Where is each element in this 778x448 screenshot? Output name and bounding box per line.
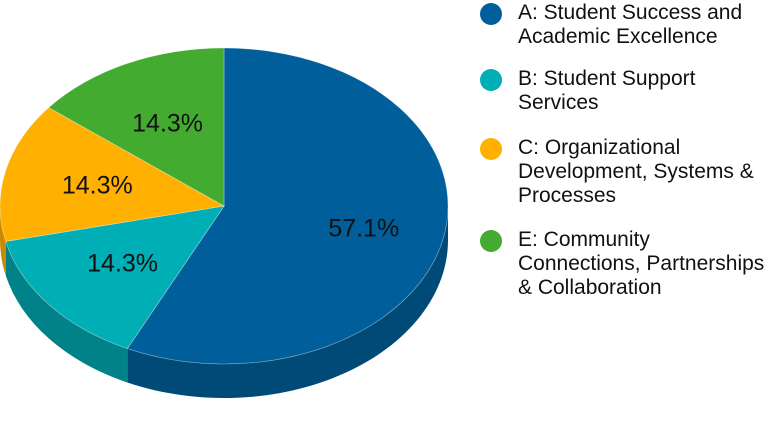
legend-marker-a [480, 3, 502, 25]
legend-marker-e [480, 230, 502, 252]
legend-label-c: C: Organizational Development, Systems &… [518, 136, 754, 207]
legend-marker-b [480, 69, 502, 91]
legend-marker-c [480, 138, 502, 160]
slice-value-label-b: 14.3% [87, 249, 158, 277]
legend-item-e: E: Community Connections, Partnerships &… [480, 228, 778, 300]
pie-slice-e [48, 47, 225, 207]
pie-side-c [0, 206, 6, 276]
slice-value-label-a: 57.1% [328, 214, 399, 242]
slice-value-label-e: 14.3% [132, 110, 203, 138]
pie-slice-c [0, 107, 226, 242]
legend-label-b: B: Student Support Services [518, 67, 696, 114]
legend-item-b: B: Student Support Services [480, 67, 778, 115]
legend-item-c: C: Organizational Development, Systems &… [480, 136, 778, 208]
legend-label-a: A: Student Success and Academic Excellen… [518, 1, 743, 48]
legend-item-a: A: Student Success and Academic Excellen… [480, 1, 778, 49]
legend-label-e: E: Community Connections, Partnerships &… [518, 228, 765, 299]
pie-side-b [5, 241, 128, 383]
slice-labels: 57.1% 14.3% 14.3% 14.3% [62, 110, 399, 278]
pie-sides [0, 206, 448, 398]
pie-chart: 57.1% 14.3% 14.3% 14.3% [0, 47, 449, 398]
pie-slices [0, 47, 449, 365]
slice-value-label-c: 14.3% [62, 172, 133, 200]
pie-side-a [127, 206, 448, 398]
pie-slice-b [5, 205, 225, 350]
pie-slice-a [126, 47, 449, 365]
